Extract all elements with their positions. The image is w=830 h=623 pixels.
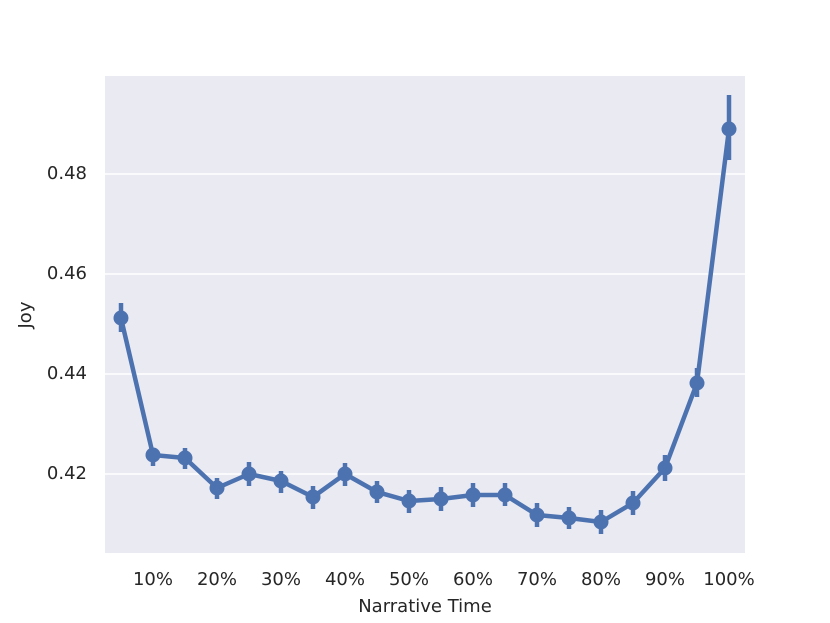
x-tick-label: 100% [703,569,754,590]
x-tick-label: 20% [197,569,237,590]
point [305,489,321,505]
point [113,310,129,326]
x-tick-label: 60% [453,569,493,590]
x-tick-label: 40% [325,569,365,590]
y-tick-label: 0.44 [47,363,87,384]
x-tick-label: 90% [645,569,685,590]
point [593,514,609,530]
point [433,491,449,507]
point [401,493,417,509]
point [689,375,705,391]
point [369,484,385,500]
point [337,466,353,482]
x-axis-label: Narrative Time [358,596,492,617]
point [625,495,641,511]
point [241,466,257,482]
point [657,460,673,476]
plot-area [105,76,745,553]
point [145,447,161,463]
y-tick-label: 0.48 [47,163,87,184]
x-tick-label: 70% [517,569,557,590]
y-tick-label: 0.42 [47,463,87,484]
point [561,510,577,526]
point [721,121,737,137]
point [497,487,513,503]
point [177,450,193,466]
point [273,473,289,489]
point [465,487,481,503]
x-tick-label: 50% [389,569,429,590]
x-tick-label: 10% [133,569,173,590]
point [209,480,225,496]
y-tick-label: 0.46 [47,263,87,284]
x-tick-label: 30% [261,569,301,590]
point [529,507,545,523]
y-axis-label: Joy [15,301,36,329]
x-tick-label: 80% [581,569,621,590]
